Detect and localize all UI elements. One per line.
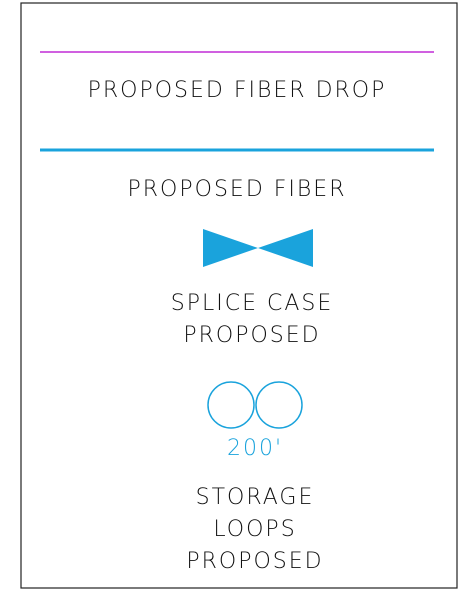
fiber-label: PROPOSED FIBER bbox=[128, 177, 347, 202]
splice-label-1: SPLICE CASE bbox=[171, 291, 334, 316]
splice-case-symbol bbox=[203, 229, 313, 267]
loop-length: 200' bbox=[227, 436, 283, 461]
fiber-drop-label: PROPOSED FIBER DROP bbox=[88, 78, 387, 103]
storage-loop bbox=[255, 381, 303, 429]
storage-label-2: LOOPS bbox=[213, 517, 296, 542]
storage-label-1: STORAGE bbox=[196, 485, 315, 510]
storage-loop bbox=[207, 381, 255, 429]
border bbox=[20, 2, 458, 589]
storage-label-3: PROPOSED bbox=[186, 549, 323, 574]
splice-label-2: PROPOSED bbox=[183, 323, 320, 348]
